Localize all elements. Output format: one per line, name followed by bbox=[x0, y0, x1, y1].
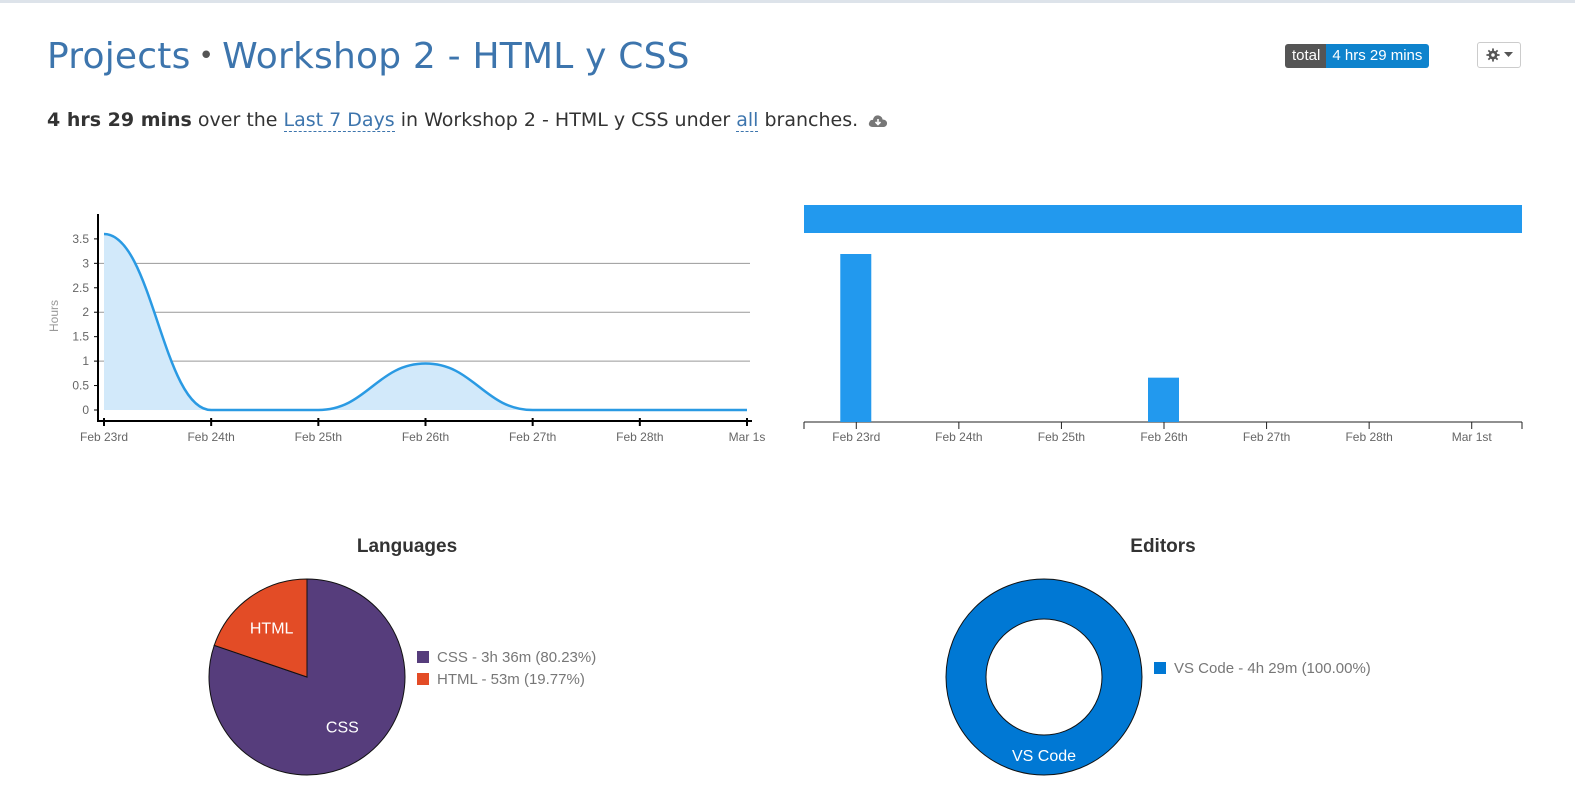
summary-line: 4 hrs 29 mins over the Last 7 Days in Wo… bbox=[47, 109, 888, 132]
x-tick-label: Feb 28th bbox=[616, 430, 663, 444]
y-tick-label: 0.5 bbox=[72, 379, 89, 393]
badge-value: 4 hrs 29 mins bbox=[1326, 44, 1430, 68]
languages-pie-chart: CSS HTML bbox=[208, 578, 406, 776]
y-tick-label: 2.5 bbox=[72, 281, 89, 295]
legend-label: HTML - 53m (19.77%) bbox=[437, 670, 585, 688]
editors-donut-chart: VS Code bbox=[945, 578, 1143, 776]
languages-title: Languages bbox=[356, 536, 458, 557]
y-tick-label: 0 bbox=[82, 403, 89, 417]
summary-project: in Workshop 2 - HTML y CSS under bbox=[400, 109, 731, 131]
x-tick-label: Feb 27th bbox=[509, 430, 556, 444]
editors-title: Editors bbox=[1130, 536, 1196, 557]
y-tick-label: 2 bbox=[82, 305, 89, 319]
bar bbox=[1148, 377, 1179, 422]
legend-bar bbox=[804, 205, 1522, 233]
badge-label: total bbox=[1285, 44, 1327, 68]
daily-hours-line-chart: 0 0.5 1 1.5 2 2.5 3 3.5 Hours Feb 23rd Feb 24th Feb… bbox=[47, 214, 766, 444]
x-tick-label: Feb 24th bbox=[935, 430, 982, 444]
branch-selector[interactable]: all bbox=[736, 109, 759, 132]
top-border bbox=[0, 0, 1575, 3]
legend-label: VS Code - 4h 29m (100.00%) bbox=[1174, 659, 1371, 677]
pie-slice bbox=[208, 578, 406, 776]
project-name-link[interactable]: Workshop 2 - HTML y CSS bbox=[222, 36, 690, 77]
x-tick-label: Feb 26th bbox=[1140, 430, 1187, 444]
page-title: Projects • Workshop 2 - HTML y CSS bbox=[47, 36, 690, 77]
x-tick-label: Feb 27th bbox=[1243, 430, 1290, 444]
slice-label: CSS bbox=[326, 719, 359, 736]
gear-icon bbox=[1485, 48, 1500, 62]
caret-down-icon bbox=[1503, 52, 1513, 57]
languages-legend: CSS - 3h 36m (80.23%) HTML - 53m (19.77%) bbox=[417, 646, 596, 690]
total-time-badge[interactable]: total 4 hrs 29 mins bbox=[1285, 44, 1430, 68]
summary-total: 4 hrs 29 mins bbox=[47, 109, 192, 131]
x-tick-label: Feb 23rd bbox=[80, 430, 128, 444]
legend-item: CSS - 3h 36m (80.23%) bbox=[417, 646, 596, 668]
y-tick-label: 1 bbox=[82, 354, 89, 368]
x-tick-label: Feb 25th bbox=[1038, 430, 1085, 444]
projects-link[interactable]: Projects bbox=[47, 36, 191, 77]
legend-item: HTML - 53m (19.77%) bbox=[417, 668, 596, 690]
x-tick-label: Mar 1s bbox=[729, 430, 766, 444]
summary-branches: branches. bbox=[764, 109, 859, 131]
cloud-download-icon[interactable] bbox=[868, 113, 888, 128]
series-area bbox=[104, 234, 747, 410]
slice-label: VS Code bbox=[1012, 748, 1076, 765]
donut-hole bbox=[985, 618, 1103, 736]
legend-swatch bbox=[1154, 662, 1166, 674]
y-tick-label: 3 bbox=[82, 256, 89, 270]
slice-label: HTML bbox=[250, 621, 294, 638]
y-tick-label: 1.5 bbox=[72, 330, 89, 344]
x-tick-label: Feb 23rd bbox=[832, 430, 880, 444]
y-axis-label: Hours bbox=[47, 300, 61, 332]
legend-item: VS Code - 4h 29m (100.00%) bbox=[1154, 657, 1371, 679]
x-tick-label: Feb 26th bbox=[402, 430, 449, 444]
legend-label: CSS - 3h 36m (80.23%) bbox=[437, 648, 597, 666]
pie-slice bbox=[213, 578, 308, 678]
title-separator: • bbox=[198, 41, 215, 71]
legend-swatch bbox=[417, 673, 429, 685]
summary-over-the: over the bbox=[197, 109, 278, 131]
daily-hours-bar-chart: Feb 23rd Feb 24th Feb 25th Feb 26th Feb 27th… bbox=[803, 205, 1523, 444]
x-tick-label: Feb 24th bbox=[187, 430, 234, 444]
x-tick-label: Mar 1st bbox=[1452, 430, 1493, 444]
y-tick-label: 3.5 bbox=[72, 232, 89, 246]
bar bbox=[840, 254, 872, 422]
x-tick-label: Feb 25th bbox=[295, 430, 342, 444]
series-line bbox=[103, 232, 747, 412]
legend-swatch bbox=[417, 651, 429, 663]
date-range-picker[interactable]: Last 7 Days bbox=[283, 109, 395, 132]
editors-legend: VS Code - 4h 29m (100.00%) bbox=[1154, 657, 1371, 679]
x-tick-label: Feb 28th bbox=[1345, 430, 1392, 444]
settings-dropdown-button[interactable] bbox=[1477, 42, 1521, 68]
